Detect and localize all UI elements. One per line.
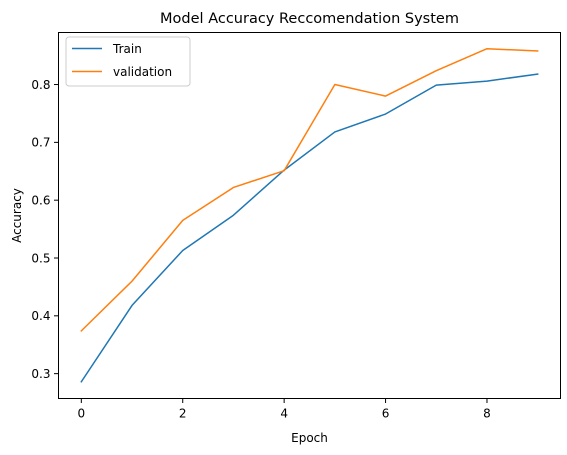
plot-area xyxy=(80,47,539,383)
y-axis: 0.3 0.4 0.5 0.6 0.7 0.8 xyxy=(31,78,59,381)
x-tick-label: 2 xyxy=(179,407,187,421)
y-tick-label: 0.3 xyxy=(31,367,50,381)
x-tick-label: 8 xyxy=(483,407,491,421)
legend-label-validation: validation xyxy=(113,65,172,79)
y-tick-label: 0.7 xyxy=(31,136,50,150)
y-axis-label: Accuracy xyxy=(10,188,24,243)
x-tick-label: 6 xyxy=(382,407,390,421)
x-tick-label: 0 xyxy=(77,407,85,421)
plot-frame xyxy=(58,32,561,399)
series-line-train xyxy=(80,73,539,383)
legend: Train validation xyxy=(65,36,191,87)
series-line-validation xyxy=(80,47,539,332)
x-tick-label: 4 xyxy=(280,407,288,421)
x-axis-label: Epoch xyxy=(291,431,328,445)
y-tick-label: 0.5 xyxy=(31,251,50,265)
y-tick-label: 0.6 xyxy=(31,193,50,207)
legend-label-train: Train xyxy=(112,42,142,56)
chart-title: Model Accuracy Reccomendation System xyxy=(160,11,459,27)
y-tick-label: 0.4 xyxy=(31,309,50,323)
y-tick-label: 0.8 xyxy=(31,78,50,92)
x-axis: 0 2 4 6 8 xyxy=(77,398,491,421)
